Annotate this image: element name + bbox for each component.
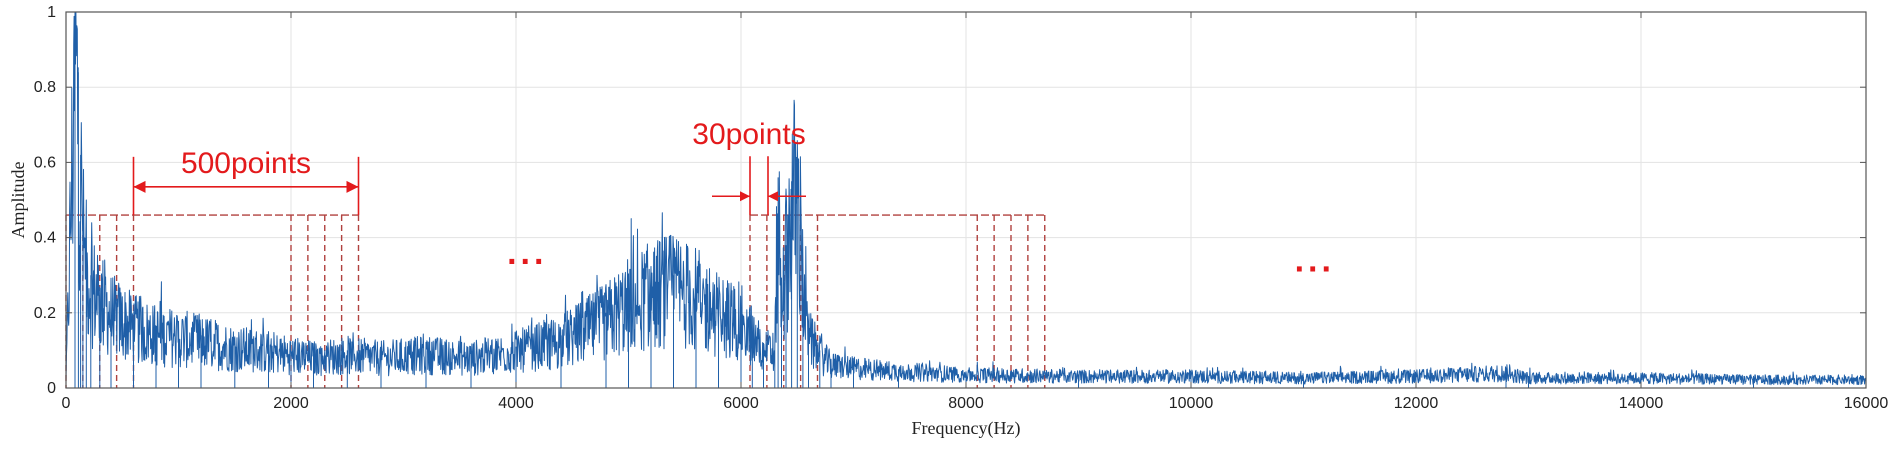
arrow-head-right: [346, 180, 359, 193]
x-tick-label: 2000: [273, 395, 309, 412]
y-tick-label: 0.4: [34, 230, 56, 247]
annotations: 500points 30points......: [132, 118, 1335, 279]
arrow-head-left: [133, 180, 146, 193]
arrow-head-in-left: [740, 191, 750, 202]
x-tick-label: 4000: [498, 395, 534, 412]
y-tick-label: 1: [47, 4, 56, 21]
x-tick-label: 8000: [948, 395, 984, 412]
x-tick-label: 14000: [1619, 395, 1664, 412]
y-tick-label: 0.2: [34, 305, 56, 322]
y-axis-ticks: 0 0.2 0.4 0.6 0.8 1: [34, 4, 1866, 397]
series-layer: [65, 11, 1867, 388]
y-axis-label: Amplitude: [8, 161, 28, 238]
y-tick-label: 0: [47, 380, 56, 397]
x-tick-label: 6000: [723, 395, 759, 412]
annotation-30points: 30points: [692, 118, 805, 151]
annotation-ellipsis: ...: [1295, 241, 1335, 279]
x-tick-label: 10000: [1169, 395, 1214, 412]
amplitude-series-line: [65, 11, 1867, 388]
y-tick-label: 0.6: [34, 154, 56, 171]
annotation-ellipsis: ...: [507, 234, 547, 272]
grid: [65, 11, 1867, 389]
arrow-head-in-right: [768, 191, 778, 202]
annotation-500points: 500points: [181, 147, 311, 180]
x-tick-label: 16000: [1844, 395, 1889, 412]
x-axis-ticks: 0 2000 4000 6000 8000 10000 12000 14000 16000: [62, 12, 1889, 412]
y-tick-label: 0.8: [34, 79, 56, 96]
x-tick-label: 0: [62, 395, 71, 412]
x-tick-label: 12000: [1394, 395, 1439, 412]
x-axis-label: Frequency(Hz): [912, 418, 1021, 439]
